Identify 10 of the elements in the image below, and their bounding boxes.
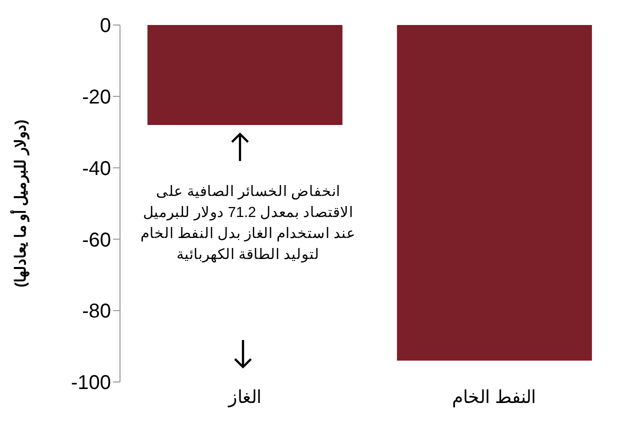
- y-tick-label: 0: [100, 15, 111, 38]
- y-tick-label: -100: [70, 372, 111, 394]
- y-tick-label: -60: [82, 229, 111, 252]
- y-tick-label: -20: [82, 86, 111, 108]
- x-tick-label: النفط الخام: [452, 386, 536, 408]
- y-axis-title: (دولار للبرميل أو ما يعادلها): [9, 120, 30, 288]
- annotation: انخفاض الخسائر الصافية على الاقتصاد بمعدل 71.2 دولار للبرميل عند استخدام الغاز بدل النفط الخام لتوليد الطاقة الكهربائية: [140, 183, 356, 265]
- y-tick-label: -40: [82, 158, 111, 180]
- x-tick-label: الغاز: [227, 386, 262, 408]
- y-tick-label: -80: [82, 300, 111, 323]
